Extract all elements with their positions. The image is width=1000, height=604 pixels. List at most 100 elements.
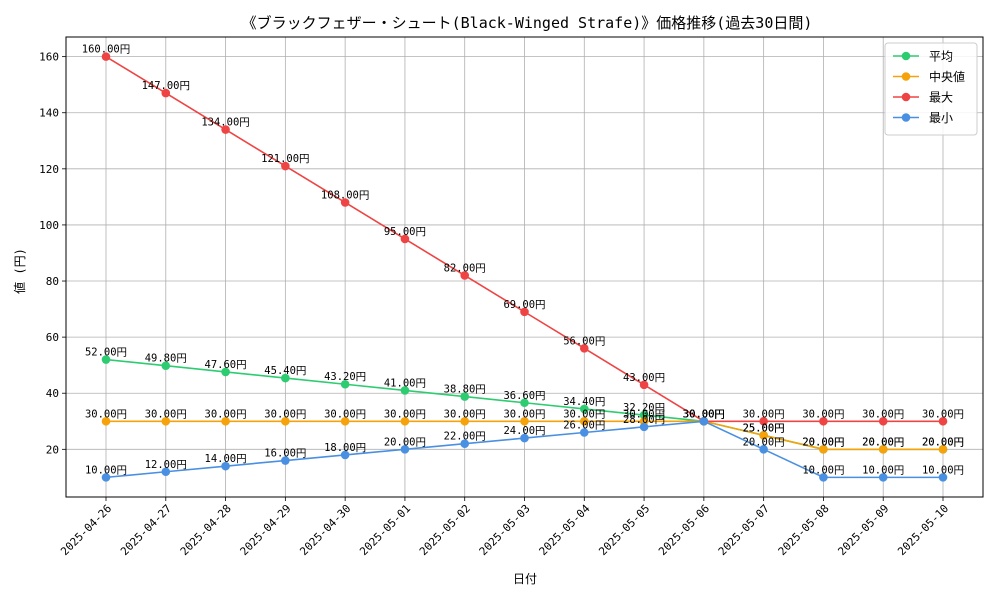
data-point	[579, 344, 589, 353]
data-label: 30.00円	[683, 408, 725, 420]
data-point	[819, 416, 828, 426]
data-point	[161, 88, 171, 98]
legend-box	[884, 42, 978, 136]
x-tick-label: 2025-04-30	[297, 502, 353, 558]
x-tick-label: 2025-05-02	[417, 502, 473, 558]
data-point	[878, 473, 888, 482]
legend-swatch-marker	[901, 72, 911, 81]
data-label: 56.00円	[563, 335, 605, 347]
data-label: 95.00円	[384, 226, 426, 238]
y-tick-label: 60	[46, 331, 59, 344]
data-point	[340, 379, 350, 389]
data-point	[699, 416, 709, 426]
data-label: 20.00円	[862, 436, 904, 448]
data-label: 30.00円	[205, 408, 247, 420]
data-label: 30.00円	[862, 408, 904, 420]
data-label: 121.00円	[261, 153, 309, 165]
data-label: 10.00円	[802, 464, 844, 476]
data-point	[101, 52, 111, 61]
data-label: 43.20円	[324, 371, 366, 383]
data-label: 12.00円	[145, 459, 187, 471]
data-label: 147.00円	[142, 80, 190, 92]
data-label: 10.00円	[862, 464, 904, 476]
data-point	[281, 456, 290, 465]
data-point	[101, 416, 111, 426]
data-point	[938, 416, 948, 426]
data-point	[520, 433, 529, 443]
data-label: 20.00円	[384, 436, 426, 448]
data-point	[819, 445, 828, 454]
y-tick-label: 120	[39, 163, 59, 176]
data-label: 30.00円	[384, 408, 426, 420]
data-label: 25.00円	[743, 422, 785, 434]
data-label: 82.00円	[444, 262, 486, 274]
data-point	[938, 445, 948, 454]
data-point	[520, 307, 529, 317]
data-point	[460, 416, 470, 426]
y-tick-label: 140	[39, 107, 59, 120]
data-label: 36.60円	[503, 390, 545, 402]
data-point	[400, 445, 410, 454]
data-label: 10.00円	[922, 464, 964, 476]
data-point	[221, 461, 230, 471]
data-label: 30.00円	[743, 408, 785, 420]
data-label: 43.00円	[623, 372, 665, 384]
data-point	[281, 416, 290, 426]
data-label: 30.00円	[85, 408, 127, 420]
data-point	[819, 473, 828, 482]
data-labels-layer: 52.00円 49.80円 47.60円 45.40円 43.20円 41.00円 38.8…	[82, 44, 964, 477]
data-label: 20.00円	[862, 436, 904, 448]
x-tick-label: 2025-05-08	[776, 502, 832, 558]
data-point	[101, 355, 111, 364]
legend-label: 中央値	[929, 69, 965, 84]
data-point	[579, 416, 589, 426]
y-tick-label: 160	[39, 51, 59, 64]
x-tick-label: 2025-04-27	[118, 502, 174, 558]
data-point	[759, 445, 768, 454]
data-label: 28.00円	[623, 414, 665, 426]
y-tick-label: 100	[39, 219, 59, 232]
data-point	[460, 392, 470, 401]
data-label: 20.00円	[743, 436, 785, 448]
data-point	[400, 386, 410, 395]
x-axis-label: 日付	[513, 572, 537, 586]
legend-swatch-marker	[901, 51, 911, 61]
x-tick-label: 2025-05-06	[656, 502, 712, 558]
data-label: 38.80円	[444, 384, 486, 396]
x-tick-label: 2025-05-07	[716, 502, 772, 558]
data-point	[759, 416, 768, 426]
data-point	[639, 380, 649, 390]
series-layer	[101, 52, 948, 482]
data-label: 30.00円	[264, 408, 306, 420]
x-tick-label: 2025-05-10	[895, 502, 951, 558]
data-point	[161, 467, 171, 477]
data-point	[101, 473, 111, 482]
data-label: 30.00円	[683, 408, 725, 420]
x-tick-label: 2025-04-29	[238, 502, 294, 558]
data-label: 20.00円	[802, 436, 844, 448]
data-label: 26.00円	[563, 419, 605, 431]
data-label: 30.00円	[683, 408, 725, 420]
data-label: 160.00円	[82, 44, 130, 56]
legend-label: 最大	[929, 91, 953, 105]
data-label: 41.00円	[384, 377, 426, 389]
data-point	[281, 161, 290, 171]
data-point	[460, 439, 470, 449]
legend-label: 最小	[929, 111, 953, 125]
data-label: 25.00円	[743, 422, 785, 434]
data-point	[759, 430, 768, 440]
data-label: 34.40円	[563, 396, 605, 408]
data-label: 10.00円	[85, 464, 127, 476]
data-label: 30.00円	[444, 408, 486, 420]
data-label: 30.00円	[324, 408, 366, 420]
data-point	[340, 450, 350, 460]
data-label: 134.00円	[201, 117, 249, 129]
x-tick-label: 2025-04-26	[58, 502, 114, 558]
x-tick-label: 2025-05-04	[537, 502, 593, 558]
data-label: 52.00円	[85, 347, 127, 359]
ticks-layer: 2025-04-26 2025-04-27 2025-04-28 2025-04-29…	[39, 51, 951, 558]
legend-swatch-marker	[901, 113, 911, 122]
data-label: 30.00円	[145, 408, 187, 420]
